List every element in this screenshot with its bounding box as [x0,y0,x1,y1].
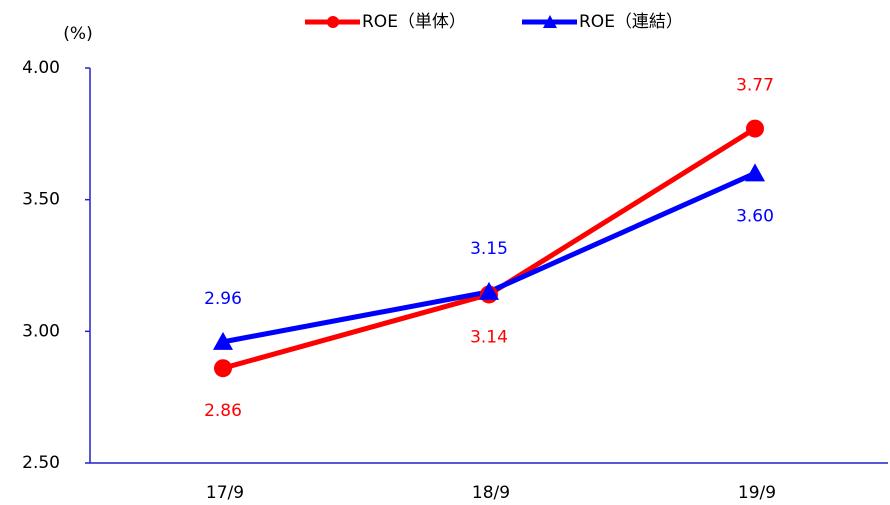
x-tick-label: 19/9 [738,483,776,503]
marker [213,331,233,350]
data-label: 3.14 [470,327,508,347]
y-tick-label: 3.50 [22,190,60,210]
y-tick-label: 3.00 [22,321,60,341]
y-tick-label: 2.50 [22,453,60,473]
legend-label: ROE（単体） [362,12,466,32]
x-tick-label: 18/9 [472,483,510,503]
x-tick-label: 17/9 [206,483,244,503]
marker [479,281,499,300]
marker [214,359,232,378]
legend-marker [327,16,339,28]
marker [745,163,765,182]
data-label: 3.77 [736,76,774,96]
data-label: 2.86 [204,401,242,421]
data-label: 3.15 [470,239,508,259]
data-label: 2.96 [204,289,242,309]
legend-label: ROE（連結） [579,12,683,32]
marker [746,119,764,138]
legend-marker [543,15,557,28]
data-label: 3.60 [736,206,774,226]
y-tick-label: 4.00 [22,58,60,78]
y-axis-label: (%) [63,24,92,44]
